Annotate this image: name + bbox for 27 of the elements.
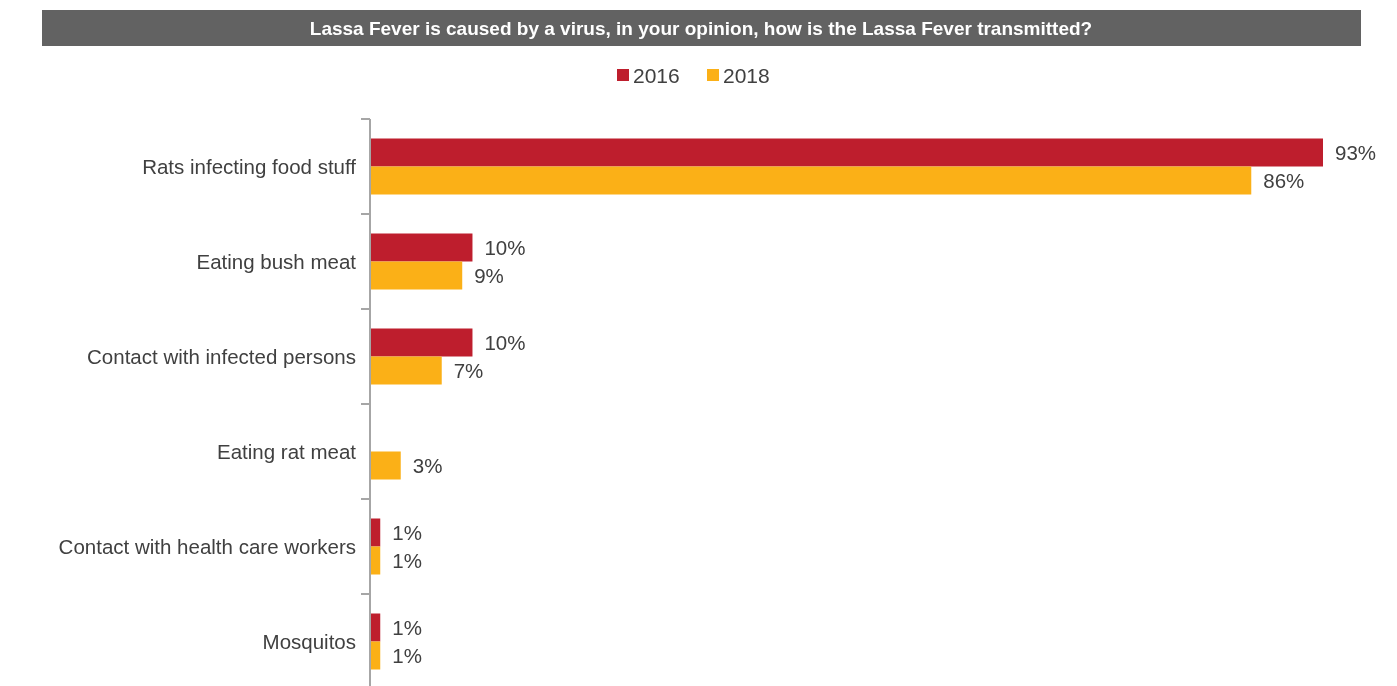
- data-label: 10%: [484, 236, 526, 259]
- data-label: 93%: [1335, 141, 1377, 164]
- legend-label: 2018: [723, 63, 770, 87]
- y-tick-label: Eating rat meat: [216, 440, 357, 463]
- y-tick-label: Contact with health care workers: [58, 535, 356, 558]
- data-label: 3%: [412, 454, 443, 477]
- y-tick-label: Rats infecting food stuff: [142, 155, 357, 178]
- data-label: 10%: [484, 331, 526, 354]
- data-label: 86%: [1263, 169, 1305, 192]
- bar: [370, 233, 473, 262]
- bar: [370, 356, 442, 385]
- data-label: 1%: [392, 549, 422, 572]
- y-tick-label: Mosquitos: [262, 630, 356, 653]
- y-tick-label: Contact with infected persons: [87, 345, 356, 368]
- bar: [370, 328, 473, 357]
- chart-title: Lassa Fever is caused by a virus, in your opinion, how is the Lassa Fever transmitted?: [309, 17, 1093, 39]
- bar: [370, 166, 1252, 195]
- bar: [370, 138, 1323, 167]
- data-label: 1%: [392, 616, 422, 639]
- legend-label: 2016: [633, 63, 680, 87]
- y-tick-label: Eating bush meat: [196, 250, 357, 273]
- data-label: 1%: [392, 644, 422, 667]
- bar: [370, 451, 401, 480]
- data-label: 9%: [474, 264, 504, 287]
- data-label: 7%: [453, 359, 484, 382]
- data-label: 1%: [392, 521, 422, 544]
- bar: [370, 261, 463, 290]
